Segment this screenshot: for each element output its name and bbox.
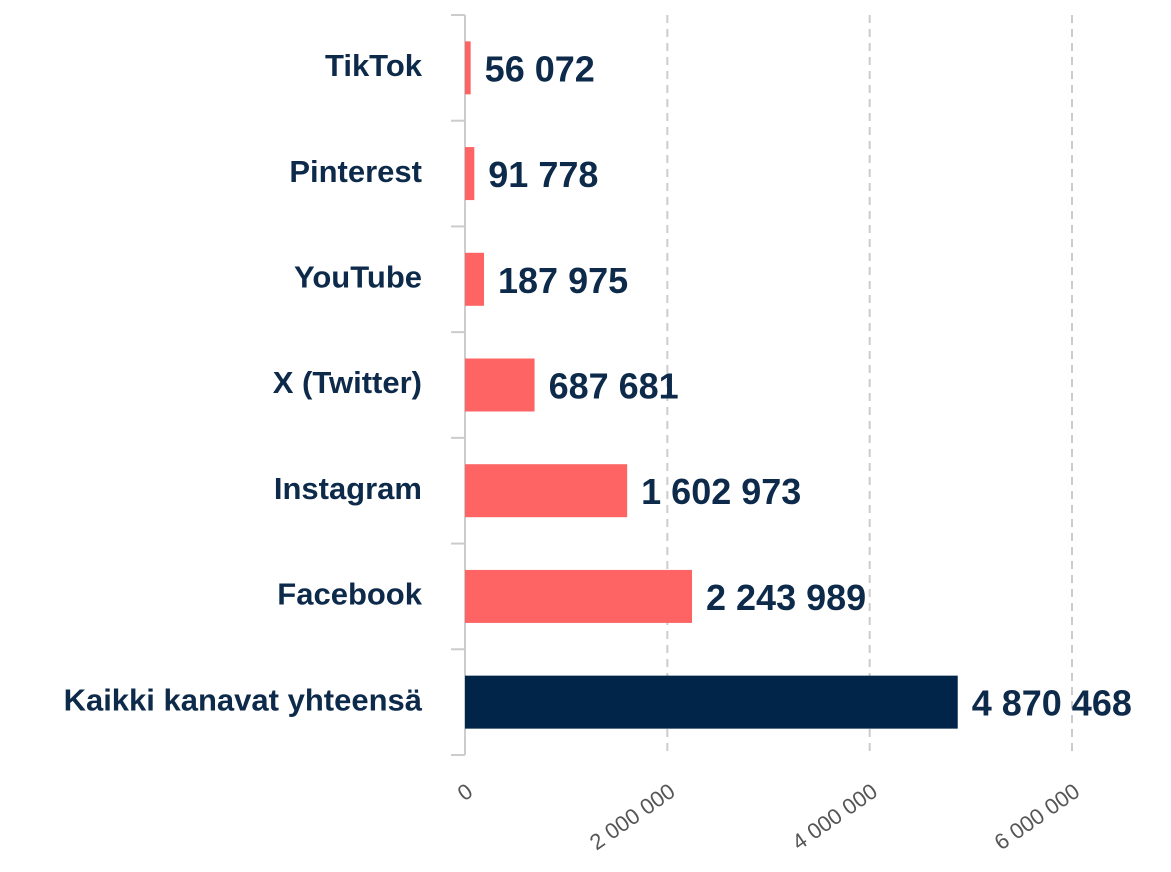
category-label: X (Twitter) (273, 365, 422, 400)
x-tick-label: 6 000 000 (990, 778, 1085, 855)
x-tick-label: 4 000 000 (787, 778, 882, 855)
bar (465, 675, 958, 729)
value-label: 56 072 (485, 48, 595, 89)
value-label: 91 778 (488, 154, 598, 195)
value-label: 4 870 468 (972, 683, 1132, 724)
value-label: 687 681 (549, 366, 679, 407)
value-label: 2 243 989 (706, 577, 866, 618)
category-label: TikTok (325, 48, 423, 83)
category-label: Facebook (277, 577, 422, 612)
bar (465, 569, 693, 623)
category-label: Pinterest (289, 154, 422, 189)
category-label: Instagram (274, 471, 422, 506)
bar (465, 252, 485, 306)
bar (465, 41, 471, 95)
category-label: Kaikki kanavat yhteensä (64, 682, 423, 717)
value-label: 1 602 973 (641, 471, 801, 512)
category-label: YouTube (294, 259, 422, 294)
bar (465, 358, 535, 412)
bar (465, 147, 475, 201)
value-label: 187 975 (498, 260, 628, 301)
x-tick-label: 0 (453, 778, 477, 806)
x-tick-label: 2 000 000 (585, 778, 680, 855)
bar (465, 464, 628, 518)
